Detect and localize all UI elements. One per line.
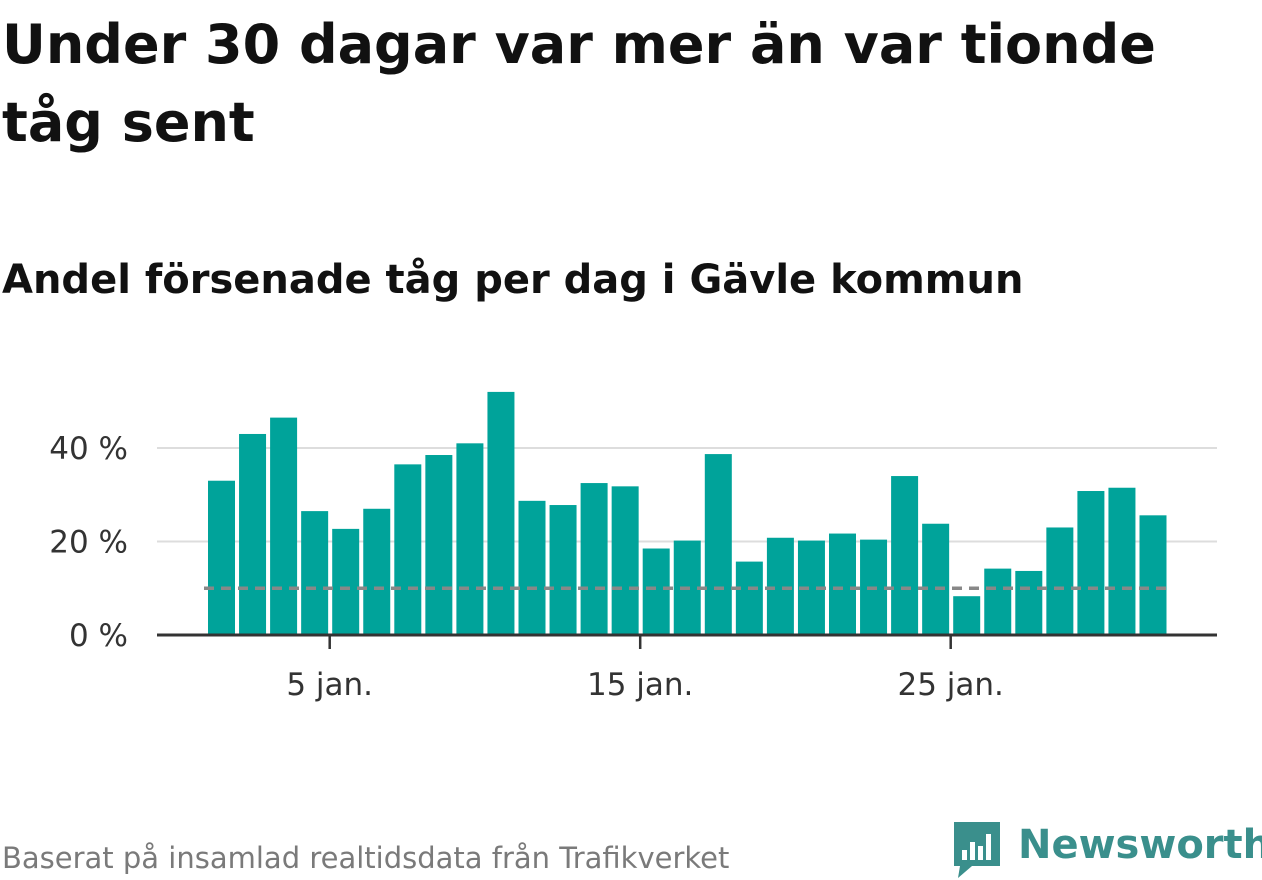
bar [301, 511, 329, 635]
bar [735, 561, 763, 635]
bar [1077, 491, 1105, 635]
bar [766, 537, 794, 635]
bar [394, 464, 422, 635]
bar [953, 596, 981, 635]
bar [239, 433, 267, 635]
chart-subtitle: Andel försenade tåg per dag i Gävle komm… [2, 257, 1024, 303]
bar [332, 528, 360, 635]
bar [704, 454, 732, 635]
newsworthy-logo-icon [954, 822, 1000, 878]
bar [891, 476, 919, 635]
bar [518, 500, 546, 635]
x-tick-label: 15 jan. [587, 667, 693, 703]
axes [157, 633, 1217, 649]
bar [425, 455, 453, 635]
bar [642, 548, 670, 635]
bar [456, 443, 484, 635]
y-tick-label: 40 % [49, 431, 128, 467]
brand-logo: Newsworthy [950, 818, 1262, 880]
bar [580, 483, 608, 635]
tick-labels: 5 jan. 15 jan. 25 jan. 0 % 20 % 40 % [49, 431, 1004, 703]
bar [270, 417, 298, 635]
bar [922, 523, 950, 635]
bars [208, 391, 1167, 635]
x-tick-label: 25 jan. [897, 667, 1003, 703]
bar [1139, 515, 1167, 635]
bar [208, 480, 235, 635]
bar [1108, 487, 1136, 635]
bar [549, 505, 577, 635]
brand-name: Newsworthy [1018, 822, 1262, 868]
bar [1015, 570, 1043, 635]
y-tick-label: 20 % [49, 525, 128, 561]
bar [984, 568, 1012, 635]
bar [487, 391, 515, 635]
x-tick-label: 5 jan. [286, 667, 373, 703]
chart-title: Under 30 dagar var mer än var tionde tåg… [2, 13, 1156, 154]
bar [363, 508, 391, 635]
y-tick-label: 0 % [69, 618, 128, 654]
bar [1046, 527, 1074, 635]
bar [611, 486, 639, 635]
source-note: Baserat på insamlad realtidsdata från Tr… [2, 841, 730, 875]
bar [829, 533, 856, 635]
